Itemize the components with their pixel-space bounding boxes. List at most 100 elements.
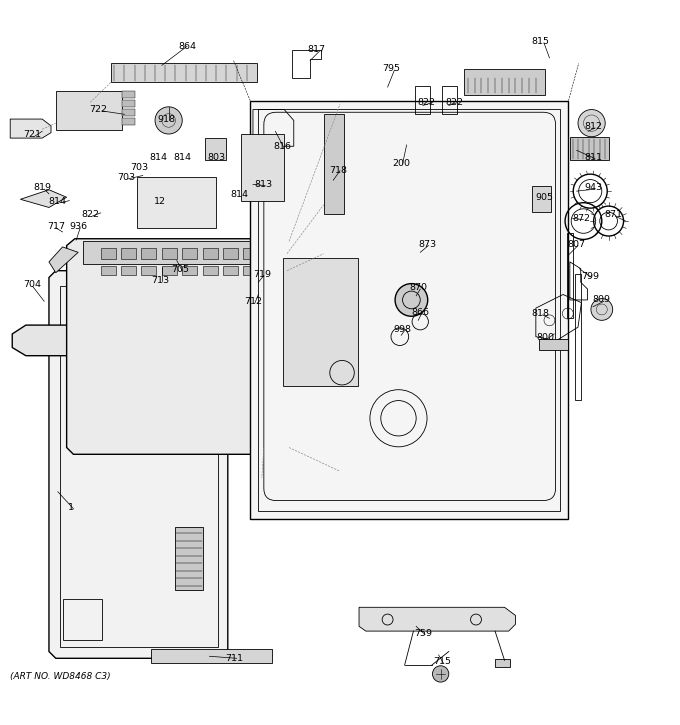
Bar: [464, 70, 545, 95]
Text: 817: 817: [307, 45, 325, 54]
Circle shape: [578, 109, 605, 137]
Text: 822: 822: [418, 99, 435, 107]
Text: 813: 813: [255, 180, 273, 189]
Polygon shape: [83, 241, 287, 264]
Text: 905: 905: [535, 194, 553, 202]
Text: 819: 819: [33, 183, 51, 192]
Text: 815: 815: [532, 37, 549, 46]
Polygon shape: [67, 239, 289, 455]
Bar: [264, 247, 279, 259]
Bar: [162, 247, 177, 259]
Bar: [137, 177, 216, 228]
Text: 998: 998: [394, 325, 411, 334]
Bar: [241, 134, 284, 201]
Polygon shape: [250, 101, 568, 519]
Text: 809: 809: [593, 296, 611, 304]
Text: (ART NO. WD8468 C3): (ART NO. WD8468 C3): [10, 672, 111, 682]
Text: 722: 722: [90, 105, 107, 114]
Text: 1: 1: [69, 503, 74, 512]
Bar: [203, 266, 218, 276]
Polygon shape: [49, 247, 78, 273]
Text: 812: 812: [584, 122, 602, 131]
Text: 713: 713: [151, 276, 169, 286]
Bar: [243, 247, 258, 259]
Text: 814: 814: [150, 153, 167, 162]
Bar: [122, 117, 135, 125]
Text: 871: 871: [605, 210, 622, 220]
Bar: [101, 266, 116, 276]
Bar: [162, 266, 177, 276]
Bar: [223, 266, 238, 276]
Text: 943: 943: [584, 183, 602, 192]
Text: 816: 816: [273, 142, 291, 152]
Bar: [56, 91, 122, 130]
Text: 795: 795: [382, 65, 400, 73]
Bar: [258, 109, 560, 510]
Text: 703: 703: [131, 163, 148, 172]
Bar: [122, 109, 135, 116]
Bar: [122, 91, 135, 98]
Text: 822: 822: [445, 99, 463, 107]
Bar: [141, 247, 156, 259]
Text: 803: 803: [207, 153, 225, 162]
Text: 811: 811: [584, 153, 602, 162]
Bar: [121, 266, 136, 276]
Text: 717: 717: [47, 222, 65, 231]
Text: 704: 704: [24, 281, 41, 289]
Text: 705: 705: [171, 265, 189, 274]
Text: 918: 918: [158, 115, 175, 124]
Text: 814: 814: [231, 190, 248, 199]
Text: 719: 719: [253, 270, 271, 278]
Bar: [567, 233, 573, 318]
Bar: [283, 258, 358, 386]
Text: 718: 718: [330, 166, 347, 175]
Text: 866: 866: [411, 307, 429, 317]
Text: 799: 799: [581, 272, 599, 281]
Bar: [182, 247, 197, 259]
Polygon shape: [12, 325, 167, 356]
Bar: [151, 650, 272, 663]
Circle shape: [395, 283, 428, 316]
Bar: [243, 266, 258, 276]
Bar: [60, 286, 218, 647]
Circle shape: [155, 107, 182, 134]
Bar: [63, 599, 102, 640]
Bar: [121, 247, 136, 259]
Text: 12: 12: [154, 197, 166, 206]
Bar: [122, 100, 135, 107]
Text: 715: 715: [433, 657, 451, 666]
Bar: [141, 266, 156, 276]
Bar: [495, 659, 510, 667]
Text: 870: 870: [409, 283, 427, 292]
Bar: [539, 339, 568, 350]
Text: 759: 759: [414, 629, 432, 638]
Bar: [101, 247, 116, 259]
Bar: [575, 274, 581, 400]
Text: 721: 721: [24, 130, 41, 139]
Bar: [182, 266, 197, 276]
Text: 703: 703: [117, 173, 135, 182]
Bar: [264, 265, 288, 447]
Text: 807: 807: [568, 240, 585, 249]
Text: 872: 872: [573, 214, 590, 223]
Text: 864: 864: [178, 42, 196, 51]
Text: 814: 814: [49, 197, 67, 206]
Text: 711: 711: [226, 654, 243, 663]
Bar: [203, 247, 218, 259]
Polygon shape: [111, 63, 257, 83]
Circle shape: [591, 299, 613, 320]
Bar: [324, 114, 344, 215]
Bar: [442, 86, 457, 115]
Text: 712: 712: [244, 297, 262, 306]
Circle shape: [432, 666, 449, 682]
Text: 822: 822: [82, 210, 99, 220]
Bar: [570, 138, 609, 160]
Polygon shape: [359, 608, 515, 631]
Bar: [532, 186, 551, 212]
Text: 936: 936: [69, 222, 87, 231]
Bar: [264, 266, 279, 276]
Text: 200: 200: [392, 160, 410, 168]
Polygon shape: [175, 527, 203, 590]
Text: 814: 814: [173, 153, 191, 162]
Polygon shape: [49, 270, 228, 658]
